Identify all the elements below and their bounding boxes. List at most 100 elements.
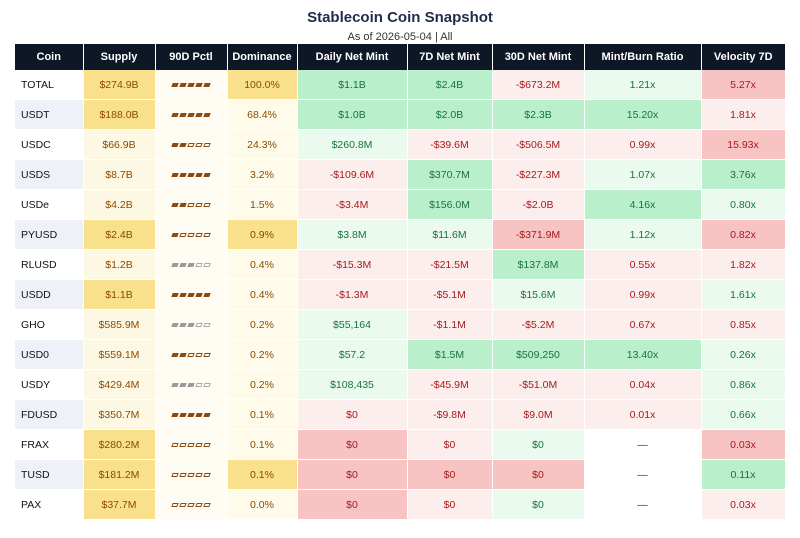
column-header-daily-net-mint[interactable]: Daily Net Mint [297, 44, 408, 70]
table-row: USDS $8.7B 3.2% -$109.6M $370.7M -$227.3M 1.07… [15, 159, 786, 190]
velocity-7d-cell: 0.26x [701, 339, 786, 370]
mint-burn-ratio-cell: 1.21x [584, 70, 702, 100]
coin-cell: FDUSD [15, 399, 84, 430]
30d-net-mint-cell: $137.8M [492, 249, 585, 280]
pctl-bar [203, 142, 211, 147]
dominance-cell: 100.0% [227, 70, 298, 100]
pctl-bar [179, 292, 187, 297]
dominance-cell: 0.1% [227, 399, 298, 430]
supply-cell: $4.2B [83, 189, 156, 220]
pctl-cell [155, 159, 228, 190]
pctl-bar [187, 172, 195, 177]
column-header-30d-net-mint[interactable]: 30D Net Mint [492, 44, 585, 70]
velocity-7d-cell: 3.76x [701, 159, 786, 190]
pctl-cell [155, 399, 228, 430]
pctl-bar [187, 442, 195, 447]
pctl-bar [171, 82, 179, 87]
column-header-90d-pctl[interactable]: 90D Pctl [155, 44, 228, 70]
30d-net-mint-cell: -$5.2M [492, 309, 585, 340]
pctl-bar [179, 502, 187, 507]
mint-burn-ratio-cell: 0.04x [584, 369, 702, 400]
pctl-cell [155, 429, 228, 460]
supply-cell: $274.9B [83, 70, 156, 100]
coin-cell: USDS [15, 159, 84, 190]
table-row: USDY $429.4M 0.2% $108,435 -$45.9M -$51.0M 0.0… [15, 369, 786, 400]
column-header-7d-net-mint[interactable]: 7D Net Mint [407, 44, 493, 70]
dominance-cell: 3.2% [227, 159, 298, 190]
column-header-velocity-7d[interactable]: Velocity 7D [701, 44, 785, 70]
pctl-bar [187, 142, 195, 147]
supply-cell: $8.7B [83, 159, 156, 190]
pctl-rating-bars [171, 502, 211, 507]
pctl-rating-bars [171, 202, 211, 207]
supply-cell: $1.1B [83, 279, 156, 310]
pctl-bar [187, 82, 195, 87]
pctl-bar [187, 292, 195, 297]
stablecoin-table: Coin Supply 90D Pctl Dominance Daily Net… [15, 44, 786, 520]
coin-cell: RLUSD [15, 249, 84, 280]
pctl-bar [179, 202, 187, 207]
pctl-cell [155, 339, 228, 370]
supply-cell: $1.2B [83, 249, 156, 280]
column-header-supply[interactable]: Supply [83, 44, 156, 70]
dominance-cell: 0.1% [227, 429, 298, 460]
pctl-rating-bars [171, 112, 211, 117]
coin-cell: USDe [15, 189, 84, 220]
7d-net-mint-cell: $11.6M [407, 219, 493, 250]
pctl-bar [195, 472, 203, 477]
table-row: TOTAL $274.9B 100.0% $1.1B $2.4B -$673.2M 1.21… [15, 70, 786, 100]
daily-net-mint-cell: $0 [297, 399, 408, 430]
velocity-7d-cell: 1.61x [701, 279, 786, 310]
daily-net-mint-cell: $3.8M [297, 219, 408, 250]
pctl-bar [179, 262, 187, 267]
daily-net-mint-cell: $1.0B [297, 99, 408, 130]
pctl-bar [203, 352, 211, 357]
pctl-bar [179, 232, 187, 237]
pctl-bar [203, 442, 211, 447]
pctl-rating-bars [171, 412, 211, 417]
pctl-bar [195, 502, 203, 507]
dominance-cell: 0.9% [227, 219, 298, 250]
pctl-rating-bars [171, 262, 211, 267]
velocity-7d-cell: 15.93x [701, 129, 786, 160]
pctl-bar [203, 112, 211, 117]
table-row: TUSD $181.2M 0.1% $0 $0 $0—0.11x [15, 459, 786, 490]
7d-net-mint-cell: $0 [407, 429, 493, 460]
table-row: GHO $585.9M 0.2% $55,164 -$1.1M -$5.2M 0.67x 0.… [15, 309, 786, 340]
pctl-rating-bars [171, 442, 211, 447]
coin-cell: FRAX [15, 429, 84, 460]
pctl-bar [203, 382, 211, 387]
column-header-mint-burn-ratio[interactable]: Mint/Burn Ratio [584, 44, 702, 70]
pctl-cell [155, 309, 228, 340]
pctl-bar [187, 112, 195, 117]
pctl-cell [155, 70, 228, 100]
pctl-bar [171, 172, 179, 177]
pctl-bar [171, 502, 179, 507]
pctl-bar [171, 232, 179, 237]
page-title: Stablecoin Coin Snapshot [307, 9, 493, 26]
column-header-dominance[interactable]: Dominance [227, 44, 298, 70]
pctl-bar [179, 352, 187, 357]
7d-net-mint-cell: -$5.1M [407, 279, 493, 310]
velocity-7d-cell: 0.03x [701, 429, 786, 460]
pctl-rating-bars [171, 142, 211, 147]
pctl-bar [195, 172, 203, 177]
column-header-coin[interactable]: Coin [15, 44, 84, 70]
mint-burn-ratio-cell: — [584, 489, 702, 520]
pctl-bar [203, 472, 211, 477]
pctl-bar [203, 502, 211, 507]
pctl-rating-bars [171, 172, 211, 177]
pctl-rating-bars [171, 322, 211, 327]
pctl-bar [171, 322, 179, 327]
pctl-bar [179, 322, 187, 327]
pctl-bar [187, 472, 195, 477]
pctl-bar [179, 472, 187, 477]
30d-net-mint-cell: -$673.2M [492, 70, 585, 100]
7d-net-mint-cell: -$39.6M [407, 129, 493, 160]
supply-cell: $181.2M [83, 459, 156, 490]
velocity-7d-cell: 0.80x [701, 189, 786, 220]
30d-net-mint-cell: $0 [492, 489, 585, 520]
pctl-bar [171, 442, 179, 447]
mint-burn-ratio-cell: 1.07x [584, 159, 702, 190]
dominance-cell: 0.1% [227, 459, 298, 490]
